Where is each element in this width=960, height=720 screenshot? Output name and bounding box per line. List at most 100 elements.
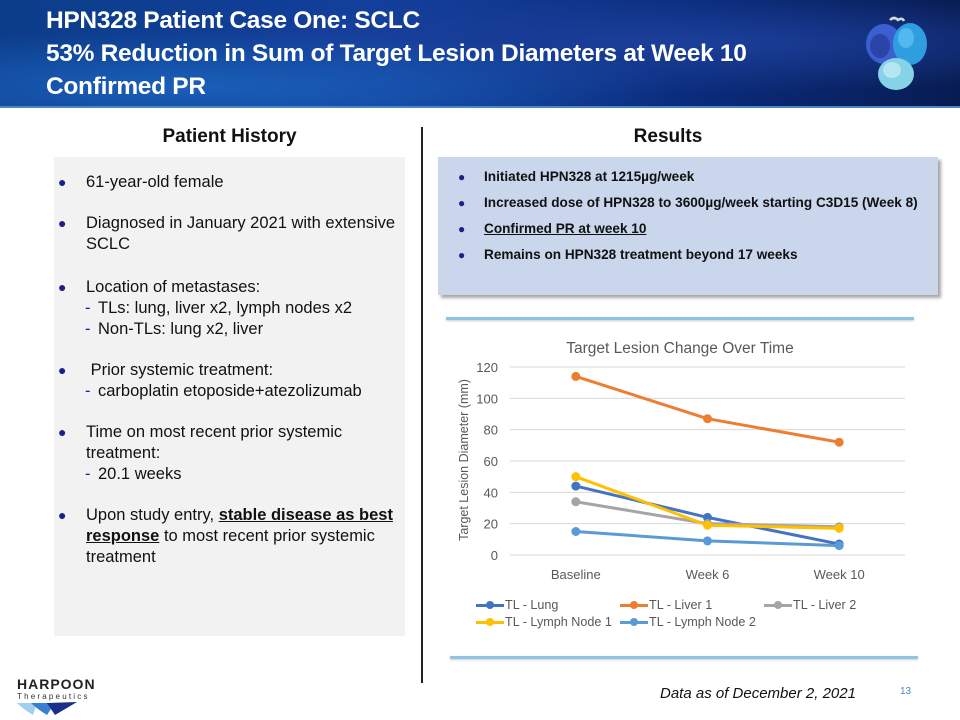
series-tl-liver-1 xyxy=(571,371,844,447)
result-item: ● Increased dose of HPN328 to 3600µg/week… xyxy=(458,194,928,212)
results-list: ● Initiated HPN328 at 1215µg/week ● Increa… xyxy=(458,168,928,272)
logo-wave-icon xyxy=(17,702,77,715)
bullet-icon: ● xyxy=(58,507,67,523)
bullet-icon: ● xyxy=(58,174,67,190)
slide-title: HPN328 Patient Case One: SCLC 53% Reduct… xyxy=(46,4,747,103)
series-tl-lymph-node-2 xyxy=(571,527,844,551)
legend-label: TL - Liver 1 xyxy=(649,598,713,612)
subitem-text: Non-TLs: lung x2, liver xyxy=(98,320,264,338)
data-point xyxy=(834,523,844,533)
x-tick-label: Week 10 xyxy=(814,567,865,582)
x-tick-labels: Baseline Week 6 Week 10 xyxy=(551,567,865,582)
legend-swatch-icon xyxy=(476,617,504,626)
legend-label: TL - Lung xyxy=(505,598,559,612)
header-rule xyxy=(0,106,960,108)
legend-item: TL - Liver 2 xyxy=(764,598,856,612)
title-line-3: Confirmed PR xyxy=(46,73,206,100)
history-item: ● Location of metastases: - TLs: lung, li… xyxy=(58,277,403,340)
subitem-text: carboplatin etoposide+atezolizumab xyxy=(98,382,362,400)
dash-icon: - xyxy=(85,382,91,400)
results-panel xyxy=(438,157,938,295)
data-date-note: Data as of December 2, 2021 xyxy=(660,685,856,702)
y-tick-label: 60 xyxy=(484,454,498,469)
history-text: Location of metastases: xyxy=(86,278,261,296)
series-line xyxy=(575,374,840,444)
result-item: ● Remains on HPN328 treatment beyond 17 w… xyxy=(458,246,928,264)
history-item: ● 61-year-old female xyxy=(58,172,403,193)
history-subitem: - Non-TLs: lung x2, liver xyxy=(58,319,403,340)
chart-top-rule xyxy=(446,317,914,320)
dash-icon: - xyxy=(85,299,91,317)
history-emphasis: stable disease as best response xyxy=(86,506,393,545)
legend-label: TL - Lymph Node 2 xyxy=(649,615,756,629)
bullet-icon: ● xyxy=(58,279,67,295)
data-point xyxy=(703,520,712,530)
subitem-text: TLs: lung, liver x2, lymph nodes x2 xyxy=(98,299,353,317)
history-item: ● Upon study entry, stable disease as be… xyxy=(58,505,403,568)
history-subitem: -20.1 weeks xyxy=(58,464,403,485)
bullet-icon: ● xyxy=(58,215,67,231)
history-text: to most recent prior systemic treatment xyxy=(86,527,375,566)
gridlines xyxy=(510,366,905,556)
bullet-icon: ● xyxy=(58,424,67,440)
history-item: ● Time on most recent prior systemic tre… xyxy=(58,422,403,485)
history-item: ● Diagnosed in January 2021 with extensi… xyxy=(58,213,403,255)
data-point xyxy=(571,527,581,536)
legend-swatch-icon xyxy=(620,600,648,609)
result-text: Remains on HPN328 treatment beyond 17 we… xyxy=(484,247,798,262)
dash-icon: - xyxy=(85,320,91,338)
chart-bottom-rule xyxy=(450,656,918,659)
y-tick-label: 40 xyxy=(484,485,498,500)
page-number: 13 xyxy=(900,686,912,697)
legend-swatch-icon xyxy=(620,617,648,626)
data-point xyxy=(571,472,581,482)
result-item: ● Initiated HPN328 at 1215µg/week xyxy=(458,168,928,186)
legend-item: TL - Liver 1 xyxy=(620,598,712,612)
title-line-2: 53% Reduction in Sum of Target Lesion Di… xyxy=(46,40,747,67)
y-tick-labels: 0 20 40 60 80 100 120 xyxy=(476,360,498,563)
series-tl-lymph-node-1 xyxy=(571,472,844,533)
bullet-icon: ● xyxy=(458,248,466,262)
history-text: Diagnosed in January 2021 with extensive… xyxy=(86,214,396,253)
logo-subtitle: Therapeutics xyxy=(17,692,90,701)
data-point xyxy=(703,512,712,522)
chart-container: Target Lesion Change Over Time Target Le… xyxy=(440,325,930,645)
history-text: Time on most recent prior systemic treat… xyxy=(86,423,343,462)
x-tick-label: Baseline xyxy=(551,567,601,582)
result-text: Initiated HPN328 at 1215µg/week xyxy=(484,169,695,184)
bullet-icon: ● xyxy=(58,362,67,378)
legend-label: TL - Liver 2 xyxy=(793,598,857,612)
subitem-text: 20.1 weeks xyxy=(98,465,182,483)
bullet-icon: ● xyxy=(458,196,466,210)
result-text: Confirmed PR at week 10 xyxy=(484,221,647,236)
patient-history-heading: Patient History xyxy=(162,126,297,147)
y-tick-label: 0 xyxy=(491,548,498,563)
result-text: Increased dose of HPN328 to 3600µg/week … xyxy=(484,195,918,210)
legend-swatch-icon xyxy=(764,600,792,609)
legend-item: TL - Lymph Node 2 xyxy=(620,615,756,629)
data-point xyxy=(571,497,581,507)
x-tick-label: Week 6 xyxy=(686,567,730,582)
history-item: ● Prior systemic treatment: - carboplatin… xyxy=(58,360,403,402)
legend-item: TL - Lymph Node 1 xyxy=(476,615,612,629)
history-text: Prior systemic treatment: xyxy=(86,361,274,379)
y-tick-label: 100 xyxy=(476,391,498,406)
history-text: Upon study entry, xyxy=(86,506,219,524)
legend-swatch-icon xyxy=(476,600,504,609)
y-tick-label: 120 xyxy=(476,360,498,375)
title-banner: HPN328 Patient Case One: SCLC 53% Reduct… xyxy=(0,0,960,108)
patient-history-list: ● 61-year-old female ● Diagnosed in Janu… xyxy=(58,172,403,588)
line-chart: Target Lesion Change Over Time Target Le… xyxy=(457,340,905,582)
y-axis-label: Target Lesion Diameter (mm) xyxy=(457,379,471,541)
dash-icon: - xyxy=(85,465,91,483)
logo-name: HARPOON xyxy=(17,676,96,692)
data-point xyxy=(571,371,581,381)
results-heading: Results xyxy=(633,126,703,147)
harpoon-logo: HARPOON Therapeutics xyxy=(17,676,117,718)
y-tick-label: 80 xyxy=(484,423,498,438)
history-subitem: - carboplatin etoposide+atezolizumab xyxy=(58,381,403,402)
history-subitem: - TLs: lung, liver x2, lymph nodes x2 xyxy=(58,298,403,319)
chart-title: Target Lesion Change Over Time xyxy=(566,340,793,357)
patient-history-panel xyxy=(54,157,405,636)
data-point xyxy=(571,481,581,491)
